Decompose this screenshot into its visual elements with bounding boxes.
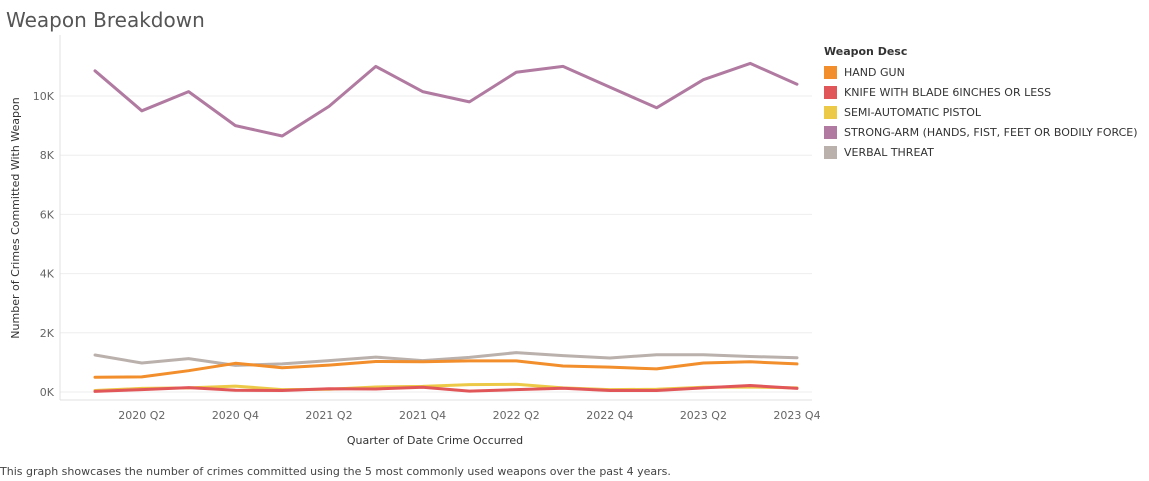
legend-item[interactable]: STRONG-ARM (HANDS, FIST, FEET OR BODILY … [824,122,1138,142]
series-line-1[interactable] [93,384,799,393]
y-tick-label: 10K [33,90,55,103]
legend-label: VERBAL THREAT [844,145,934,159]
x-axis: 2020 Q2 2020 Q4 2021 Q2 2021 Q4 2022 Q2 2022 … [60,399,821,422]
legend-label: HAND GUN [844,65,905,79]
x-axis-title: Quarter of Date Crime Occurred [347,434,523,447]
x-tick-label: 2023 Q4 [773,409,820,422]
legend: Weapon Desc HAND GUN KNIFE WITH BLADE 6IN… [824,45,1138,162]
y-tick-label: 6K [40,208,55,221]
chart-title: Weapon Breakdown [6,8,205,32]
y-axis-title: Number of Crimes Committed With Weapon [9,97,22,338]
series-line-3[interactable] [93,61,799,138]
x-tick-label: 2021 Q2 [305,409,352,422]
legend-swatch [824,145,837,159]
series-lines [93,61,799,393]
series-line-0[interactable] [93,359,799,379]
legend-label: SEMI-AUTOMATIC PISTOL [844,105,982,119]
legend-swatch [824,65,837,79]
legend-label: KNIFE WITH BLADE 6INCHES OR LESS [844,85,1052,99]
x-tick-label: 2022 Q2 [493,409,540,422]
x-tick-label: 2021 Q4 [399,409,446,422]
legend-swatch [824,85,837,99]
legend-label: STRONG-ARM (HANDS, FIST, FEET OR BODILY … [844,125,1138,139]
y-tick-label: 0K [40,386,55,399]
y-tick-label: 2K [40,327,55,340]
grid-lines [60,95,812,393]
legend-item[interactable]: SEMI-AUTOMATIC PISTOL [824,102,1138,122]
y-tick-label: 4K [40,268,55,281]
chart-caption: This graph showcases the number of crime… [0,465,671,478]
y-axis: 0K 2K 4K 6K 8K 10K [33,35,61,400]
legend-item[interactable]: HAND GUN [824,62,1138,82]
x-tick-label: 2023 Q2 [680,409,727,422]
y-tick-label: 8K [40,149,55,162]
legend-item[interactable]: VERBAL THREAT [824,142,1138,162]
x-tick-label: 2020 Q2 [118,409,165,422]
legend-swatch [824,105,837,119]
x-tick-label: 2022 Q4 [586,409,633,422]
legend-item[interactable]: KNIFE WITH BLADE 6INCHES OR LESS [824,82,1138,102]
legend-swatch [824,125,837,139]
series-line-4[interactable] [93,351,799,367]
legend-title: Weapon Desc [824,45,908,58]
x-tick-label: 2020 Q4 [212,409,259,422]
